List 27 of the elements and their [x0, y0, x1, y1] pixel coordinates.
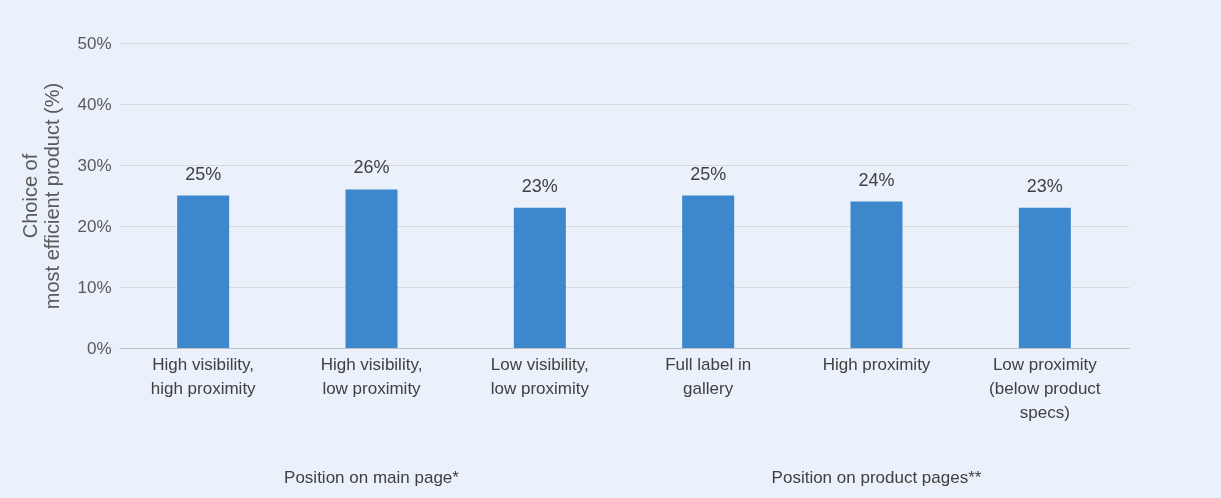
- bar: [345, 189, 398, 348]
- y-tick-label: 40%: [77, 94, 112, 114]
- x-tick-label: High visibility, low proximity: [320, 354, 423, 398]
- text: Position on main page*: [284, 468, 460, 487]
- x-tick-label: Low visibility, low proximity: [490, 354, 590, 398]
- x-tick-label: Full label in gallery: [665, 354, 752, 398]
- bar: [850, 201, 903, 348]
- data-label: 23%: [1026, 175, 1063, 196]
- bar: [513, 207, 566, 348]
- y-tick-label: 20%: [77, 216, 112, 236]
- bar: [682, 195, 735, 348]
- bar: [1018, 207, 1071, 348]
- y-axis-title: Choice of most efficient product (%): [19, 82, 64, 310]
- y-tick-label: 30%: [77, 155, 112, 175]
- x-tick-label: High visibility, high proximity: [150, 354, 257, 398]
- y-tick-label: 50%: [77, 33, 112, 53]
- text: Position on product pages**: [771, 468, 982, 487]
- data-label: 25%: [185, 163, 222, 184]
- x-tick-label: Low proximity (below product specs): [989, 354, 1101, 422]
- y-tick-label: 0%: [86, 338, 112, 358]
- data-label: 26%: [353, 157, 390, 178]
- data-label: 24%: [858, 169, 895, 190]
- data-label: 23%: [521, 175, 558, 196]
- y-tick-label: 10%: [77, 277, 112, 297]
- x-tick-label: High proximity: [822, 354, 931, 374]
- data-label: 25%: [690, 163, 727, 184]
- bar: [177, 195, 230, 348]
